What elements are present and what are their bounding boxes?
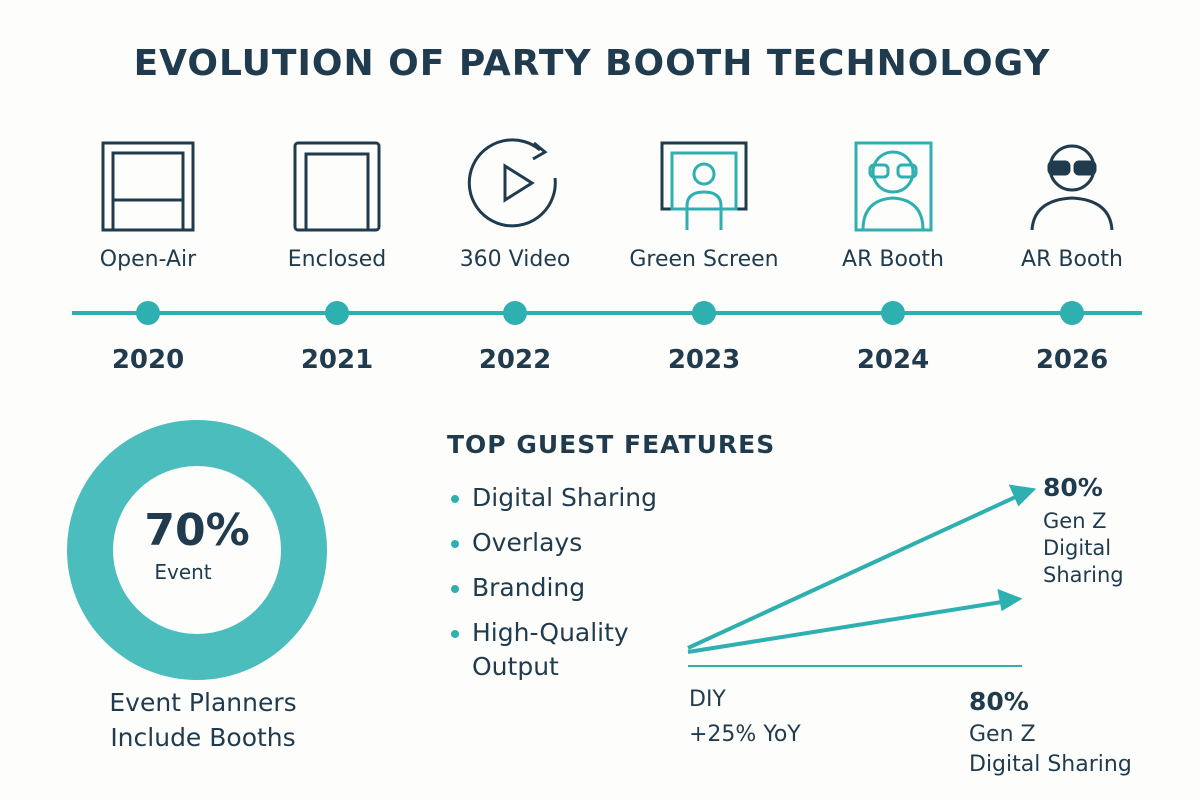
trend-label: DIY [689, 687, 726, 712]
timeline-label: Green Screen [629, 247, 779, 272]
feature-item: Digital Sharing [472, 483, 657, 512]
trend-label-line: Gen Z [1043, 509, 1107, 533]
timeline-year: 2022 [478, 345, 552, 375]
timeline-year: 2020 [111, 345, 185, 375]
video-icon [467, 138, 557, 228]
stat-label-line: Include Booths [110, 723, 296, 752]
timeline-dot [325, 301, 349, 325]
trend-value: 80% [1043, 473, 1103, 502]
timeline-label: Enclosed [287, 247, 387, 272]
trend-label-line: Digital Sharing [969, 752, 1132, 777]
timeline-dot [503, 301, 527, 325]
feature-item: Output [472, 652, 559, 681]
feature-item: Branding [472, 573, 586, 602]
timeline-label: Open-Air [99, 247, 197, 272]
ar-booth-icon [854, 141, 933, 232]
trend-arrows [687, 484, 1037, 667]
bullet [451, 495, 459, 503]
enclosed-icon [293, 141, 381, 232]
bullet [451, 540, 459, 548]
timeline-dot [881, 301, 905, 325]
feature-item: Overlays [472, 528, 583, 557]
ar-person-icon [1030, 144, 1114, 231]
timeline-year: 2024 [856, 345, 930, 375]
timeline-dot [1060, 301, 1084, 325]
bullet [451, 585, 459, 593]
timeline-label: AR Booth [842, 247, 944, 272]
bullet [451, 630, 459, 638]
arrow-head [997, 588, 1023, 612]
icons [101, 138, 1114, 232]
donut-ring [67, 420, 327, 680]
timeline-year: 2023 [667, 345, 741, 375]
title: EVOLUTION OF PARTY BOOTH TECHNOLOGY [133, 43, 1051, 84]
features-title: TOP GUEST FEATURES [447, 430, 776, 459]
stat-value: 70% [144, 505, 250, 556]
timeline-year: 2026 [1035, 345, 1109, 375]
timeline-label: AR Booth [1021, 247, 1123, 272]
stat-label-line: Event Planners [109, 688, 297, 717]
feature-item: High-Quality [472, 618, 629, 647]
trend-value: 80% [969, 687, 1029, 716]
timeline-label: 360 Video [459, 247, 571, 272]
timeline-dot [136, 301, 160, 325]
stat-caption: Event [154, 560, 212, 584]
timeline-dots [136, 301, 1084, 325]
trend-label-line: Gen Z [969, 722, 1036, 747]
timeline-dot [692, 301, 716, 325]
open-air-icon [101, 141, 195, 232]
green-screen-icon [660, 141, 748, 230]
trend-arrow [687, 492, 1023, 650]
trend-arrow [687, 599, 1009, 654]
arrow-head [1008, 484, 1037, 507]
trend-label-line: Digital [1043, 536, 1112, 560]
timeline-year: 2021 [300, 345, 374, 375]
trend-label-line: Sharing [1043, 563, 1124, 587]
trend-value: +25% YoY [689, 722, 801, 747]
